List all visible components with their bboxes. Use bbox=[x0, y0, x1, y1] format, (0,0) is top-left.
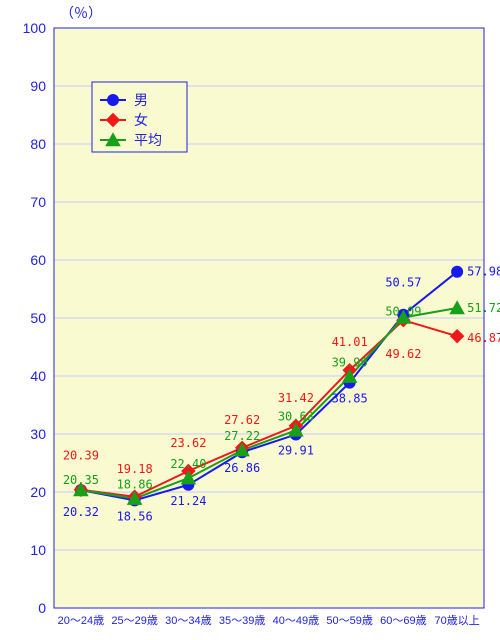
data-label: 20.39 bbox=[63, 449, 99, 463]
chart-container: 0 10 20 30 40 50 60 70 80 90 100 （％） 20～24歳 25～29歳 30～… bbox=[0, 0, 500, 640]
x-tick-label: 25～29歳 bbox=[111, 614, 157, 627]
x-tick-label: 70歳以上 bbox=[435, 614, 480, 627]
data-label: 31.42 bbox=[278, 391, 314, 405]
y-tick-label: 30 bbox=[30, 426, 46, 442]
x-tick-label: 50～59歳 bbox=[326, 614, 372, 627]
data-label: 20.32 bbox=[63, 505, 99, 519]
data-label: 50.57 bbox=[385, 276, 421, 290]
y-tick-label: 60 bbox=[30, 252, 46, 268]
data-label: 20.35 bbox=[63, 473, 99, 487]
y-tick-label: 50 bbox=[30, 310, 46, 326]
y-tick-label: 0 bbox=[38, 600, 46, 616]
y-tick-label: 100 bbox=[23, 20, 47, 36]
x-tick-label: 35～39歳 bbox=[219, 614, 265, 627]
marker-circle bbox=[451, 266, 463, 278]
data-label: 19.18 bbox=[117, 462, 153, 476]
legend-label: 平均 bbox=[134, 132, 162, 148]
line-chart: 0 10 20 30 40 50 60 70 80 90 100 （％） 20～24歳 25～29歳 30～… bbox=[0, 0, 500, 640]
y-tick-label: 10 bbox=[30, 542, 46, 558]
marker-circle bbox=[107, 94, 119, 106]
data-label: 41.01 bbox=[332, 335, 368, 349]
data-label: 50.09 bbox=[385, 304, 421, 318]
y-tick-label: 80 bbox=[30, 136, 46, 152]
x-tick-label: 30～34歳 bbox=[165, 614, 211, 627]
data-label: 22.40 bbox=[170, 457, 206, 471]
x-tick-label: 40～49歳 bbox=[273, 614, 319, 627]
y-axis-unit: （％） bbox=[60, 5, 102, 21]
y-tick-label: 70 bbox=[30, 194, 46, 210]
data-label: 38.85 bbox=[332, 392, 368, 406]
data-label: 18.56 bbox=[117, 509, 153, 523]
data-label: 26.86 bbox=[224, 461, 260, 475]
data-label: 49.62 bbox=[385, 347, 421, 361]
data-label: 39.90 bbox=[332, 356, 368, 370]
x-tick-label: 60～69歳 bbox=[380, 614, 426, 627]
data-label: 27.22 bbox=[224, 429, 260, 443]
y-tick-label: 90 bbox=[30, 78, 46, 94]
data-label: 21.24 bbox=[170, 494, 206, 508]
y-tick-label: 20 bbox=[30, 484, 46, 500]
data-label: 29.91 bbox=[278, 444, 314, 458]
data-label: 23.62 bbox=[170, 436, 206, 450]
data-label: 30.63 bbox=[278, 409, 314, 423]
y-tick-label: 40 bbox=[30, 368, 46, 384]
legend-label: 女 bbox=[134, 112, 148, 128]
data-label: 27.62 bbox=[224, 413, 260, 427]
legend-label: 男 bbox=[134, 92, 148, 108]
x-tick-label: 20～24歳 bbox=[58, 614, 104, 627]
data-label: 18.86 bbox=[117, 478, 153, 492]
